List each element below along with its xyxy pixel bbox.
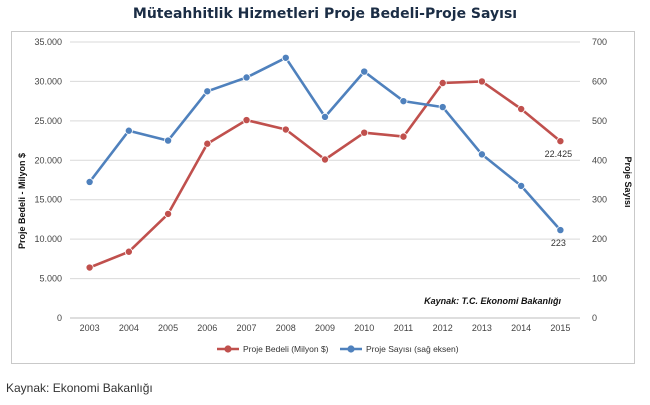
left-axis-ticks: 0 5.000 10.000 15.000 20.000 25.000 30.000 35.0… [34, 37, 62, 323]
x-tick-label: 2012 [433, 323, 453, 333]
gridlines [70, 41, 580, 319]
right-tick-label: 400 [592, 155, 607, 165]
x-tick-label: 2013 [472, 323, 492, 333]
series-line-2 [88, 56, 562, 231]
data-point-1 [517, 105, 526, 114]
data-point-2 [556, 226, 565, 235]
right-axis-title: Proje Sayısı [623, 156, 633, 207]
left-tick-label: 10.000 [34, 234, 62, 244]
line-chart: 0 5.000 10.000 15.000 20.000 25.000 30.000 35.0… [17, 37, 633, 354]
data-point-1 [556, 137, 565, 146]
x-tick-label: 2005 [158, 323, 178, 333]
x-tick-label: 2003 [80, 323, 100, 333]
right-tick-label: 600 [592, 76, 607, 86]
x-tick-label: 2011 [394, 323, 413, 333]
right-tick-label: 200 [592, 234, 607, 244]
data-point-2 [320, 112, 329, 121]
legend: Proje Bedeli (Milyon $) Proje Sayısı (sağ… [217, 344, 459, 354]
data-point-1 [203, 139, 212, 148]
right-tick-label: 500 [592, 116, 607, 126]
data-point-2 [477, 150, 486, 159]
x-axis-ticks: 2003 2004 2005 2006 2007 2008 2009 2010 2011 2012… [80, 323, 571, 333]
data-point-2 [203, 87, 212, 96]
data-label: 22.425 [545, 149, 573, 159]
x-tick-label: 2008 [276, 323, 296, 333]
data-point-1 [85, 263, 94, 272]
x-tick-label: 2010 [354, 323, 374, 333]
data-point-1 [124, 247, 133, 256]
right-axis-ticks: 0 100 200 300 400 500 600 700 [592, 37, 607, 323]
chart-frame: 0 5.000 10.000 15.000 20.000 25.000 30.000 35.0… [11, 31, 635, 364]
data-point-1 [360, 128, 369, 137]
right-tick-label: 0 [592, 313, 597, 323]
data-point-2 [124, 126, 133, 135]
data-point-1 [399, 132, 408, 141]
data-point-2 [281, 53, 290, 62]
data-labels: 22.425 223 [545, 149, 573, 248]
x-tick-label: 2015 [550, 323, 570, 333]
right-tick-label: 100 [592, 274, 607, 284]
data-point-1 [320, 155, 329, 164]
legend-label-2: Proje Sayısı (sağ eksen) [366, 344, 459, 354]
x-tick-label: 2014 [511, 323, 531, 333]
data-point-1 [477, 77, 486, 86]
x-tick-label: 2009 [315, 323, 335, 333]
page-title: Müteahhitlik Hizmetleri Proje Bedeli-Pro… [132, 6, 518, 22]
data-point-2 [517, 181, 526, 190]
data-point-2 [360, 67, 369, 76]
data-point-1 [242, 116, 251, 125]
left-tick-label: 35.000 [34, 37, 62, 47]
left-tick-label: 15.000 [34, 195, 62, 205]
x-tick-label: 2007 [237, 323, 257, 333]
left-tick-label: 5.000 [39, 274, 62, 284]
left-tick-label: 20.000 [34, 155, 62, 165]
left-tick-label: 25.000 [34, 116, 62, 126]
source-note: Kaynak: T.C. Ekonomi Bakanlığı [424, 296, 561, 306]
left-tick-label: 0 [57, 313, 62, 323]
right-tick-label: 700 [592, 37, 607, 47]
data-point-2 [399, 97, 408, 106]
left-tick-label: 30.000 [34, 76, 62, 86]
x-tick-label: 2004 [119, 323, 139, 333]
x-tick-label: 2006 [197, 323, 217, 333]
legend-marker-2 [347, 345, 355, 353]
data-point-1 [438, 79, 447, 88]
data-point-2 [242, 73, 251, 82]
footer-source: Kaynak: Ekonomi Bakanlığı [6, 381, 153, 395]
series-lines [85, 53, 565, 272]
data-point-2 [438, 103, 447, 112]
data-point-2 [85, 177, 94, 186]
data-point-1 [164, 209, 173, 218]
data-point-2 [164, 136, 173, 145]
left-axis-title: Proje Bedeli - Milyon $ [17, 153, 27, 249]
data-label: 223 [551, 238, 566, 248]
legend-marker-1 [224, 345, 232, 353]
data-point-1 [281, 125, 290, 134]
legend-label-1: Proje Bedeli (Milyon $) [243, 344, 329, 354]
right-tick-label: 300 [592, 195, 607, 205]
